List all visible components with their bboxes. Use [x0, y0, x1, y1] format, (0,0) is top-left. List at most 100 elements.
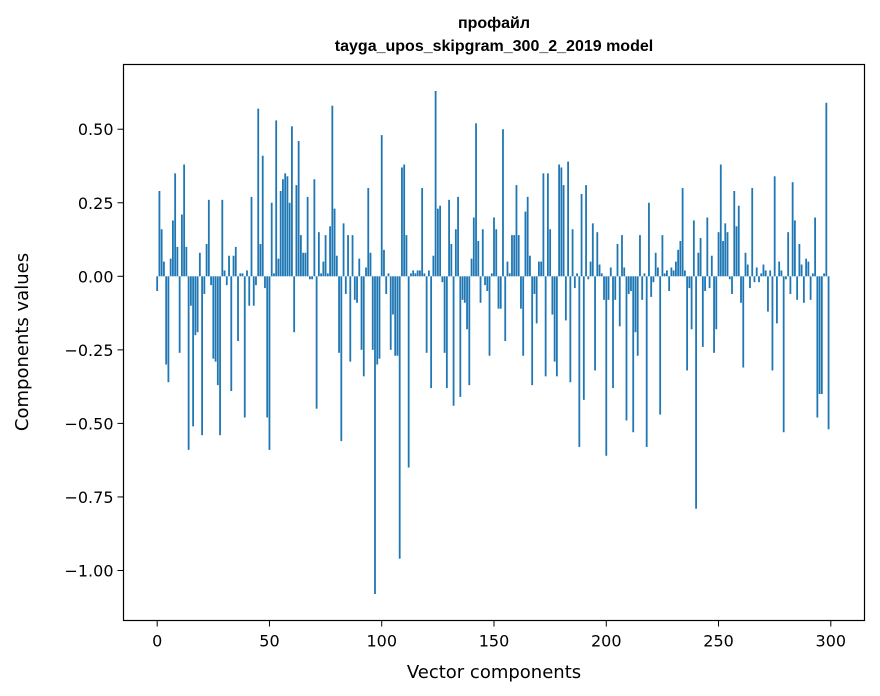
bar-181 — [562, 185, 565, 277]
bar-185 — [571, 229, 574, 277]
bar-75 — [324, 235, 327, 277]
bar-8 — [174, 173, 177, 277]
bar-51 — [270, 202, 273, 277]
bar-12 — [183, 164, 186, 277]
bar-272 — [767, 276, 769, 312]
bar-291 — [809, 276, 812, 300]
chart-subtitle: tayga_upos_skipgram_300_2_2019 model — [335, 38, 653, 55]
bar-176 — [551, 276, 554, 315]
bar-2 — [160, 229, 163, 277]
bar-108 — [398, 276, 401, 559]
bar-212 — [632, 276, 635, 433]
bar-228 — [668, 276, 671, 292]
bar-146 — [484, 276, 486, 286]
bar-274 — [771, 276, 774, 371]
bar-130 — [448, 199, 450, 277]
bar-284 — [793, 220, 796, 277]
bar-88 — [353, 276, 356, 300]
bar-52 — [273, 273, 275, 277]
bar-193 — [589, 261, 592, 277]
bar-3 — [163, 261, 165, 277]
bar-194 — [591, 223, 594, 277]
bar-217 — [643, 273, 646, 277]
bar-65 — [302, 252, 305, 277]
bar-14 — [187, 276, 190, 450]
bar-135 — [459, 276, 462, 397]
bar-207 — [621, 235, 623, 277]
bar-184 — [569, 276, 572, 383]
bar-68 — [308, 276, 311, 280]
bar-197 — [598, 264, 601, 277]
bar-244 — [704, 276, 706, 292]
bar-173 — [544, 276, 547, 377]
bar-33 — [230, 276, 233, 392]
bar-150 — [493, 217, 495, 277]
bar-234 — [681, 188, 684, 277]
bar-216 — [641, 276, 644, 300]
bar-262 — [744, 252, 747, 277]
bar-18 — [196, 276, 199, 333]
bar-114 — [412, 270, 415, 277]
bar-24 — [210, 276, 212, 286]
bar-163 — [522, 276, 525, 356]
bar-236 — [686, 276, 689, 371]
bar-235 — [683, 270, 686, 277]
bar-119 — [423, 273, 426, 277]
bar-44 — [255, 276, 257, 286]
bar-186 — [573, 276, 576, 289]
bar-289 — [805, 258, 808, 277]
bar-159 — [513, 235, 516, 277]
bar-128 — [443, 276, 446, 353]
bar-80 — [335, 255, 338, 277]
bar-183 — [567, 161, 569, 277]
bar-299 — [827, 276, 830, 430]
bar-115 — [414, 273, 417, 277]
bar-103 — [387, 273, 390, 277]
bar-263 — [746, 264, 749, 277]
bar-140 — [470, 258, 473, 277]
bar-287 — [800, 264, 803, 277]
bar-85 — [347, 235, 349, 277]
bar-215 — [639, 235, 641, 277]
y-tick-label-4: 0.00 — [78, 267, 114, 286]
bar-10 — [178, 276, 181, 353]
bar-267 — [755, 267, 758, 277]
bar-78 — [331, 105, 334, 277]
bar-237 — [688, 276, 691, 289]
bar-93 — [365, 267, 367, 277]
bar-106 — [394, 276, 397, 356]
bar-122 — [430, 276, 433, 389]
bar-203 — [612, 276, 614, 389]
bar-240 — [695, 276, 697, 509]
bar-41 — [248, 276, 251, 306]
bar-36 — [237, 276, 239, 342]
bar-182 — [564, 276, 567, 321]
bar-255 — [728, 276, 731, 280]
x-axis-label: Vector components — [407, 662, 581, 683]
bar-0 — [156, 276, 159, 292]
bar-71 — [315, 276, 318, 409]
bar-265 — [751, 188, 754, 277]
y-tick-label-1: −0.75 — [64, 488, 113, 507]
bar-175 — [549, 229, 552, 277]
bar-218 — [645, 276, 648, 447]
bar-219 — [648, 202, 650, 277]
x-tick-label-3: 150 — [479, 632, 510, 651]
bar-249 — [715, 276, 718, 330]
bar-158 — [511, 235, 513, 277]
bar-277 — [778, 261, 781, 277]
bar-138 — [466, 276, 468, 330]
bar-77 — [329, 226, 331, 277]
x-axis-ticks: 0 50 100 150 200 250 300 — [152, 620, 846, 651]
bar-79 — [333, 208, 336, 277]
bar-84 — [344, 276, 347, 294]
bar-264 — [749, 276, 751, 289]
bar-38 — [241, 273, 244, 277]
bar-288 — [802, 276, 805, 303]
bar-283 — [791, 182, 794, 277]
bar-276 — [776, 276, 778, 324]
bar-222 — [654, 252, 657, 277]
bar-190 — [582, 276, 585, 400]
bar-107 — [396, 276, 399, 356]
bar-162 — [520, 276, 522, 309]
